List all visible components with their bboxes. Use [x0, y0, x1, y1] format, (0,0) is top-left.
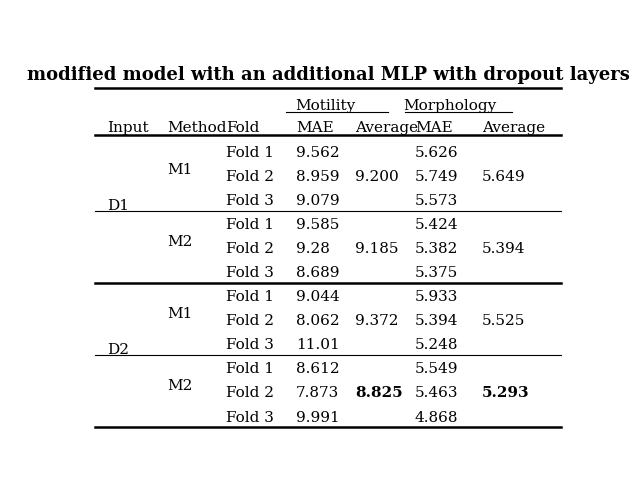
Text: MAE: MAE [296, 120, 333, 135]
Text: 9.28: 9.28 [296, 242, 330, 256]
Text: Morphology: Morphology [403, 99, 496, 113]
Text: Average: Average [355, 120, 419, 135]
Text: Input: Input [108, 120, 149, 135]
Text: Motility: Motility [296, 99, 356, 113]
Text: 5.394: 5.394 [415, 314, 458, 328]
Text: M1: M1 [167, 163, 192, 177]
Text: M1: M1 [167, 307, 192, 321]
Text: Fold 3: Fold 3 [227, 411, 274, 424]
Text: Average: Average [482, 120, 545, 135]
Text: Fold: Fold [227, 120, 260, 135]
Text: 9.991: 9.991 [296, 411, 339, 424]
Text: 5.573: 5.573 [415, 194, 458, 208]
Text: 9.200: 9.200 [355, 170, 399, 184]
Text: 11.01: 11.01 [296, 338, 339, 352]
Text: 5.749: 5.749 [415, 170, 458, 184]
Text: modified model with an additional MLP with dropout layers: modified model with an additional MLP wi… [27, 67, 629, 84]
Text: 5.549: 5.549 [415, 362, 458, 376]
Text: Fold 2: Fold 2 [227, 314, 275, 328]
Text: Fold 2: Fold 2 [227, 170, 275, 184]
Text: 9.185: 9.185 [355, 242, 399, 256]
Text: Fold 1: Fold 1 [227, 362, 275, 376]
Text: 5.248: 5.248 [415, 338, 458, 352]
Text: Fold 3: Fold 3 [227, 194, 274, 208]
Text: 8.689: 8.689 [296, 266, 339, 280]
Text: M2: M2 [167, 380, 192, 394]
Text: 5.382: 5.382 [415, 242, 458, 256]
Text: 8.959: 8.959 [296, 170, 339, 184]
Text: 5.525: 5.525 [482, 314, 525, 328]
Text: 5.463: 5.463 [415, 387, 458, 401]
Text: Fold 2: Fold 2 [227, 242, 275, 256]
Text: 9.079: 9.079 [296, 194, 339, 208]
Text: 7.873: 7.873 [296, 387, 339, 401]
Text: 9.372: 9.372 [355, 314, 399, 328]
Text: 4.868: 4.868 [415, 411, 458, 424]
Text: D2: D2 [108, 343, 129, 357]
Text: Fold 3: Fold 3 [227, 338, 274, 352]
Text: 8.612: 8.612 [296, 362, 339, 376]
Text: 5.375: 5.375 [415, 266, 458, 280]
Text: Fold 1: Fold 1 [227, 218, 275, 232]
Text: 5.293: 5.293 [482, 387, 529, 401]
Text: 9.562: 9.562 [296, 146, 339, 160]
Text: 9.585: 9.585 [296, 218, 339, 232]
Text: 9.044: 9.044 [296, 290, 339, 304]
Text: 5.933: 5.933 [415, 290, 458, 304]
Text: 5.424: 5.424 [415, 218, 458, 232]
Text: MAE: MAE [415, 120, 452, 135]
Text: 8.062: 8.062 [296, 314, 339, 328]
Text: 5.626: 5.626 [415, 146, 458, 160]
Text: Fold 1: Fold 1 [227, 290, 275, 304]
Text: Fold 3: Fold 3 [227, 266, 274, 280]
Text: Fold 2: Fold 2 [227, 387, 275, 401]
Text: Method: Method [167, 120, 227, 135]
Text: Fold 1: Fold 1 [227, 146, 275, 160]
Text: 8.825: 8.825 [355, 387, 403, 401]
Text: D1: D1 [108, 199, 129, 213]
Text: 5.649: 5.649 [482, 170, 525, 184]
Text: 5.394: 5.394 [482, 242, 525, 256]
Text: M2: M2 [167, 235, 192, 249]
